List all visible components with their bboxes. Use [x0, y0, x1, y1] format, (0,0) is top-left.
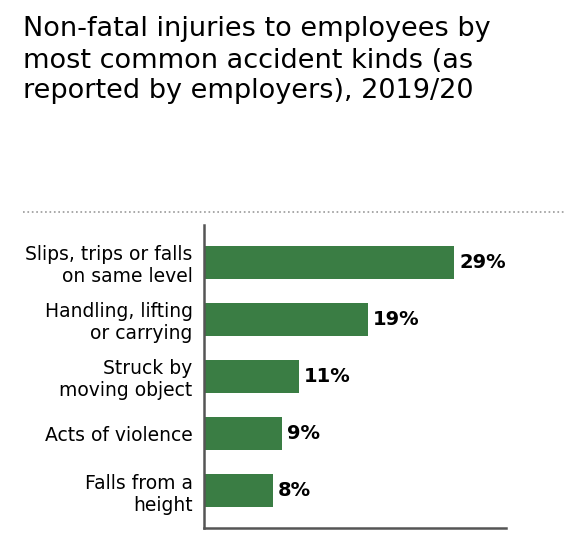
Bar [204, 474, 273, 508]
Text: 11%: 11% [304, 367, 351, 386]
Text: 19%: 19% [373, 310, 420, 329]
Text: 8%: 8% [278, 481, 311, 500]
Text: 29%: 29% [460, 252, 506, 272]
Bar [204, 302, 368, 336]
Text: 9%: 9% [287, 424, 320, 443]
Bar [204, 360, 299, 393]
Bar [204, 245, 455, 279]
Text: Non-fatal injuries to employees by
most common accident kinds (as
reported by em: Non-fatal injuries to employees by most … [23, 16, 491, 104]
Bar [204, 417, 282, 450]
